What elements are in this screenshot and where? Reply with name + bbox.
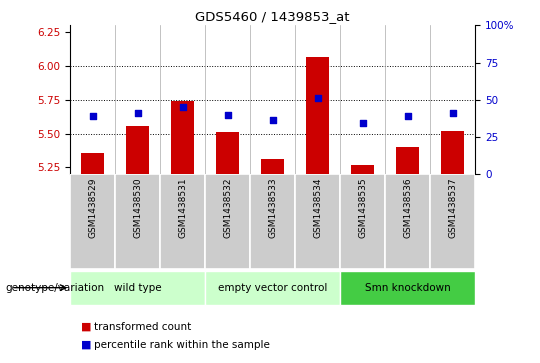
- Bar: [126, 126, 149, 174]
- Point: [403, 113, 412, 119]
- Text: GSM1438529: GSM1438529: [88, 177, 97, 237]
- Bar: [352, 165, 374, 174]
- Bar: [115, 174, 160, 269]
- Bar: [217, 132, 239, 174]
- Text: GSM1438534: GSM1438534: [313, 177, 322, 237]
- Bar: [442, 131, 464, 174]
- Text: GSM1438533: GSM1438533: [268, 177, 277, 238]
- Bar: [70, 270, 205, 305]
- Text: Smn knockdown: Smn knockdown: [365, 283, 450, 293]
- Bar: [70, 174, 115, 269]
- Text: GSM1438537: GSM1438537: [448, 177, 457, 238]
- Point: [268, 117, 277, 123]
- Bar: [385, 174, 430, 269]
- Bar: [396, 147, 419, 174]
- Bar: [250, 174, 295, 269]
- Text: GSM1438530: GSM1438530: [133, 177, 142, 238]
- Text: GSM1438532: GSM1438532: [223, 177, 232, 237]
- Point: [133, 110, 142, 116]
- Bar: [82, 152, 104, 174]
- Bar: [205, 174, 250, 269]
- Text: GSM1438531: GSM1438531: [178, 177, 187, 238]
- Point: [178, 104, 187, 110]
- Bar: [340, 174, 385, 269]
- Point: [313, 95, 322, 101]
- Point: [359, 120, 367, 126]
- Point: [448, 110, 457, 116]
- Text: ■: ■: [81, 340, 91, 350]
- Text: wild type: wild type: [114, 283, 161, 293]
- Text: ■: ■: [81, 322, 91, 332]
- Text: genotype/variation: genotype/variation: [5, 283, 105, 293]
- Point: [89, 113, 97, 119]
- Text: percentile rank within the sample: percentile rank within the sample: [94, 340, 271, 350]
- Text: empty vector control: empty vector control: [218, 283, 327, 293]
- Bar: [307, 57, 329, 174]
- Bar: [160, 174, 205, 269]
- Bar: [295, 174, 340, 269]
- Bar: [340, 270, 475, 305]
- Bar: [430, 174, 475, 269]
- Text: transformed count: transformed count: [94, 322, 192, 332]
- Bar: [261, 159, 284, 174]
- Point: [224, 112, 232, 118]
- Bar: [205, 270, 340, 305]
- Title: GDS5460 / 1439853_at: GDS5460 / 1439853_at: [195, 10, 350, 23]
- Bar: [172, 101, 194, 174]
- Text: GSM1438535: GSM1438535: [358, 177, 367, 238]
- Text: GSM1438536: GSM1438536: [403, 177, 412, 238]
